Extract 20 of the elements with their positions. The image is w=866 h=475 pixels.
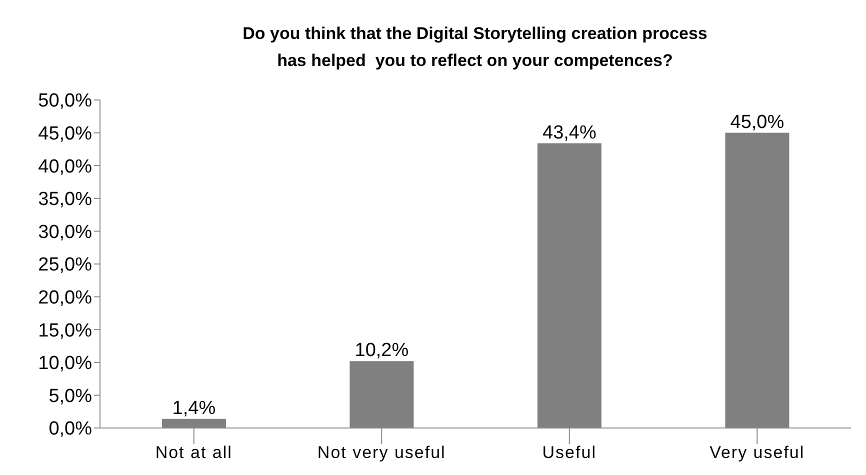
y-tick-label: 5,0%: [48, 386, 92, 407]
y-tick-label: 40,0%: [38, 156, 92, 178]
y-tick-label: 0,0%: [48, 418, 92, 440]
y-tick-label: 50,0%: [38, 90, 92, 112]
y-tick-label: 45,0%: [38, 124, 92, 145]
x-tick-label: Very useful: [710, 443, 805, 462]
y-tick-label: 15,0%: [38, 320, 92, 342]
y-tick-label: 25,0%: [38, 254, 92, 276]
chart-title: Do you think that the Digital Storytelling creation process has helped you to reflect on your competences?: [242, 23, 708, 72]
x-tick-label: Useful: [542, 443, 596, 462]
x-tick-label: Not at all: [155, 443, 232, 462]
y-tick-label: 20,0%: [38, 288, 92, 309]
data-label: 10,2%: [354, 340, 409, 362]
y-tick-label: 30,0%: [38, 222, 92, 243]
data-label: 1,4%: [172, 398, 216, 419]
y-tick-label: 10,0%: [38, 353, 92, 374]
x-tick-label: Not very useful: [317, 443, 446, 462]
data-label: 45,0%: [730, 112, 784, 133]
y-tick-label: 35,0%: [38, 189, 92, 210]
data-label: 43,4%: [542, 122, 596, 144]
